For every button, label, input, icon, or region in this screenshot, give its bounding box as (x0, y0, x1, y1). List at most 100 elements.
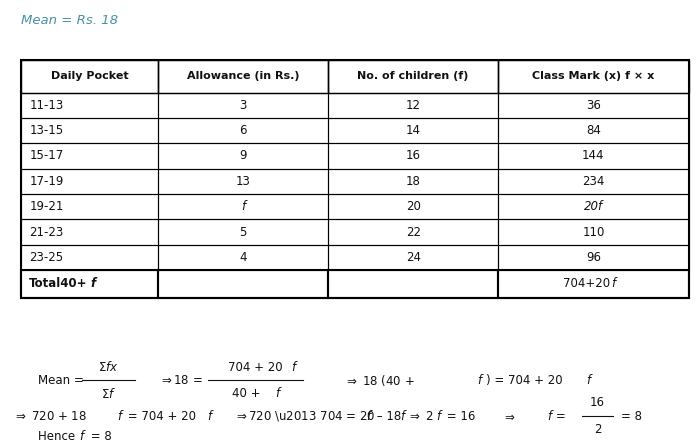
Text: = 8: = 8 (621, 409, 642, 423)
Text: 12: 12 (405, 99, 421, 112)
Text: Daily Pocket: Daily Pocket (50, 71, 128, 81)
Text: = 704 + 20: = 704 + 20 (124, 409, 196, 423)
Bar (21, 93, 158, 118)
Bar (498, 143, 689, 169)
Bar (328, 219, 498, 245)
Bar (158, 118, 328, 143)
Text: 13: 13 (236, 175, 250, 188)
Text: 144: 144 (582, 150, 605, 162)
Text: 20f: 20f (584, 200, 603, 213)
Bar (158, 245, 328, 270)
Bar (158, 60, 328, 93)
Text: 9: 9 (239, 150, 247, 162)
Text: f: f (275, 387, 279, 400)
Bar (158, 270, 328, 298)
Text: f: f (366, 409, 370, 423)
Text: 84: 84 (586, 124, 601, 137)
Text: $\Rightarrow$ 2: $\Rightarrow$ 2 (407, 409, 433, 423)
Text: Allowance (in Rs.): Allowance (in Rs.) (187, 71, 299, 81)
Text: 21-23: 21-23 (29, 226, 64, 239)
Text: 704+20: 704+20 (563, 277, 610, 291)
Text: Class Mark (x) f × x: Class Mark (x) f × x (532, 71, 654, 81)
Text: ) = 704 + 20: ) = 704 + 20 (486, 374, 563, 387)
Text: 234: 234 (582, 175, 605, 188)
Text: 14: 14 (405, 124, 421, 137)
Text: 4: 4 (239, 251, 247, 264)
Text: f: f (207, 409, 211, 423)
Text: $\Rightarrow$ 18 (40 +: $\Rightarrow$ 18 (40 + (344, 373, 416, 388)
Bar (21, 270, 158, 298)
Text: 16: 16 (405, 150, 421, 162)
Text: 16: 16 (590, 396, 605, 409)
Bar (498, 93, 689, 118)
Bar (498, 194, 689, 219)
Bar (328, 169, 498, 194)
Bar (328, 93, 498, 118)
Text: 3: 3 (239, 99, 247, 112)
Text: Mean = Rs. 18: Mean = Rs. 18 (21, 13, 118, 27)
Text: Mean =: Mean = (38, 374, 84, 387)
Text: 24: 24 (405, 251, 421, 264)
Text: 96: 96 (586, 251, 601, 264)
Text: 36: 36 (586, 99, 601, 112)
Text: Total40+: Total40+ (29, 277, 88, 291)
Text: f: f (291, 360, 295, 374)
Bar (21, 169, 158, 194)
Bar (21, 219, 158, 245)
Text: Hence: Hence (38, 430, 79, 444)
Text: – 18: – 18 (373, 409, 401, 423)
Bar (328, 118, 498, 143)
Bar (158, 194, 328, 219)
Text: 13-15: 13-15 (29, 124, 64, 137)
Bar (21, 143, 158, 169)
Bar (21, 118, 158, 143)
Text: f: f (400, 409, 404, 423)
Text: 5: 5 (239, 226, 247, 239)
Bar (158, 219, 328, 245)
Bar (498, 60, 689, 93)
Text: $\Rightarrow$18 =: $\Rightarrow$18 = (159, 374, 203, 387)
Bar (21, 60, 158, 93)
Text: f: f (611, 277, 615, 291)
Text: f: f (80, 430, 84, 444)
Bar (158, 169, 328, 194)
Text: 704 + 20: 704 + 20 (228, 360, 282, 374)
Bar (498, 169, 689, 194)
Text: $\Rightarrow$720 \u2013 704 = 20: $\Rightarrow$720 \u2013 704 = 20 (234, 409, 375, 423)
Text: 19-21: 19-21 (29, 200, 64, 213)
Bar (498, 270, 689, 298)
Bar (21, 194, 158, 219)
Bar (498, 118, 689, 143)
Text: f: f (477, 374, 482, 387)
Bar (328, 143, 498, 169)
Text: = 8: = 8 (87, 430, 111, 444)
Bar (21, 245, 158, 270)
Bar (328, 245, 498, 270)
Text: 22: 22 (405, 226, 421, 239)
Bar (498, 245, 689, 270)
Text: f =: f = (548, 409, 565, 423)
Bar (158, 143, 328, 169)
Bar (158, 93, 328, 118)
Bar (498, 219, 689, 245)
Text: No. of children (f): No. of children (f) (357, 71, 469, 81)
Text: f: f (117, 409, 122, 423)
Text: $\Rightarrow$ 720 + 18: $\Rightarrow$ 720 + 18 (13, 409, 87, 423)
Bar (328, 194, 498, 219)
Text: 18: 18 (405, 175, 421, 188)
Text: 40 +: 40 + (232, 387, 264, 400)
Text: f: f (241, 200, 245, 213)
Text: 17-19: 17-19 (29, 175, 64, 188)
Bar (328, 60, 498, 93)
Text: 11-13: 11-13 (29, 99, 64, 112)
Text: $\Rightarrow$: $\Rightarrow$ (502, 409, 515, 423)
Text: 20: 20 (405, 200, 421, 213)
Text: $\Sigma f$: $\Sigma f$ (101, 387, 116, 401)
Text: f: f (586, 374, 590, 387)
Text: 110: 110 (582, 226, 605, 239)
Text: 6: 6 (239, 124, 247, 137)
Text: 15-17: 15-17 (29, 150, 64, 162)
Text: 2: 2 (594, 423, 601, 436)
Text: $\Sigma fx$: $\Sigma fx$ (98, 360, 119, 374)
Text: f: f (436, 409, 440, 423)
